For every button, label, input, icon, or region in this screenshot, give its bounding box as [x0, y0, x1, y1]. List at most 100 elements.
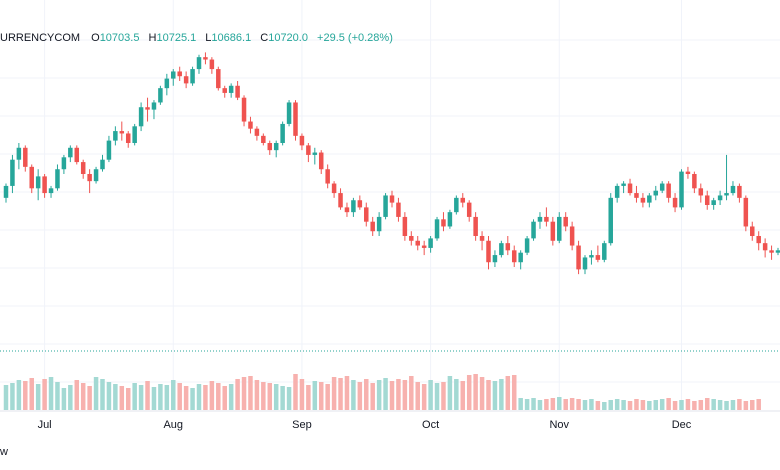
candle-body	[569, 226, 575, 246]
candle-body	[331, 183, 337, 194]
x-tick-label: Oct	[422, 419, 439, 431]
candle-body	[415, 240, 420, 246]
candle-body	[325, 169, 330, 184]
volume-bar	[254, 380, 260, 410]
volume-bar	[563, 399, 568, 410]
volume-bar	[479, 377, 485, 410]
volume-bar	[415, 382, 420, 410]
volume-bar	[647, 401, 652, 410]
x-tick-label: Nov	[549, 419, 569, 431]
volume-bar	[447, 376, 453, 410]
x-tick-label: Dec	[672, 419, 692, 431]
volume-bar	[627, 401, 633, 410]
candle-body	[74, 147, 80, 163]
candle-body	[685, 171, 691, 174]
volume-bar	[750, 400, 755, 410]
candle-body	[29, 166, 34, 189]
volume-bar	[614, 399, 620, 410]
candle-body	[351, 200, 356, 213]
volume-bar	[216, 383, 221, 410]
candle-body	[93, 169, 99, 182]
candle-body	[145, 107, 150, 110]
candle-body	[80, 162, 86, 174]
candle-body	[106, 140, 112, 160]
candle-body	[672, 197, 678, 208]
candle-body	[151, 102, 157, 110]
volume-bar	[286, 387, 292, 410]
candle-body	[582, 257, 588, 270]
volume-bar	[177, 383, 182, 410]
candle-body	[3, 185, 9, 198]
candle-body	[338, 193, 343, 208]
volume-bar	[756, 399, 761, 410]
candle-body	[357, 200, 363, 208]
candle-body	[486, 240, 491, 263]
candle-body	[273, 143, 279, 151]
time-axis: Jul Aug Sep Oct Nov Dec	[0, 410, 780, 431]
volume-bar	[35, 384, 41, 410]
candle-body	[261, 135, 266, 143]
candle-body	[769, 250, 774, 253]
candle-body	[396, 202, 401, 217]
volume-bar	[10, 383, 15, 410]
change-value: +29.5 (+0.28%)	[317, 32, 393, 44]
volume-bar	[576, 399, 581, 410]
candle-body	[460, 197, 466, 203]
high-label: H	[148, 32, 157, 44]
volume-bar	[125, 388, 131, 410]
volume-bar	[119, 386, 125, 410]
volume-bar	[23, 381, 28, 410]
volume-bar	[473, 374, 478, 410]
volume-bar	[396, 379, 401, 410]
volume-bar	[42, 379, 47, 410]
candle-body	[679, 171, 684, 208]
candle-body	[409, 236, 414, 241]
volume-bar	[730, 400, 736, 410]
volume-bar	[293, 374, 298, 410]
candle-body	[762, 243, 768, 251]
volume-bar	[171, 380, 176, 410]
volume-bar	[421, 384, 427, 410]
candle-body	[68, 147, 73, 158]
volume-bar	[357, 382, 363, 410]
candle-body	[171, 71, 176, 79]
candle-body	[524, 238, 530, 253]
candle-body	[158, 88, 163, 103]
volume-bar	[190, 388, 195, 410]
volume-bar	[312, 381, 318, 410]
candle-body	[209, 59, 215, 70]
candle-body	[376, 216, 382, 232]
volume-bar	[711, 399, 716, 410]
close-label: C	[260, 32, 269, 44]
candle-body	[364, 207, 369, 222]
candle-body	[563, 216, 568, 227]
low-label: L	[205, 32, 212, 44]
volume-bar	[151, 387, 157, 410]
ohlc-legend: URRENCYCOM O10703.5 H10725.1 L10686.1 C1…	[0, 32, 393, 44]
candle-body	[557, 216, 562, 241]
volume-bar	[518, 398, 523, 410]
candle-body	[511, 250, 517, 263]
volume-bar	[222, 386, 227, 410]
volume-bar	[659, 399, 665, 410]
candle-body	[704, 195, 710, 205]
candle-body	[55, 169, 60, 189]
candle-body	[666, 183, 671, 198]
volume-bar	[306, 385, 311, 410]
volume-bar	[698, 400, 704, 410]
volume-bar	[318, 382, 324, 410]
volume-bar	[743, 401, 749, 410]
volume-bar	[460, 381, 466, 410]
volume-bar	[145, 381, 150, 410]
candle-body	[518, 252, 523, 263]
volume-bar	[595, 401, 601, 410]
candle-body	[286, 102, 292, 124]
volume-bar	[87, 386, 92, 410]
x-tick-label: Jul	[38, 419, 52, 431]
volume-bar	[74, 380, 80, 410]
candle-body	[730, 185, 736, 194]
candle-body	[595, 255, 601, 260]
candle-body	[241, 97, 247, 122]
candle-body	[312, 152, 318, 155]
